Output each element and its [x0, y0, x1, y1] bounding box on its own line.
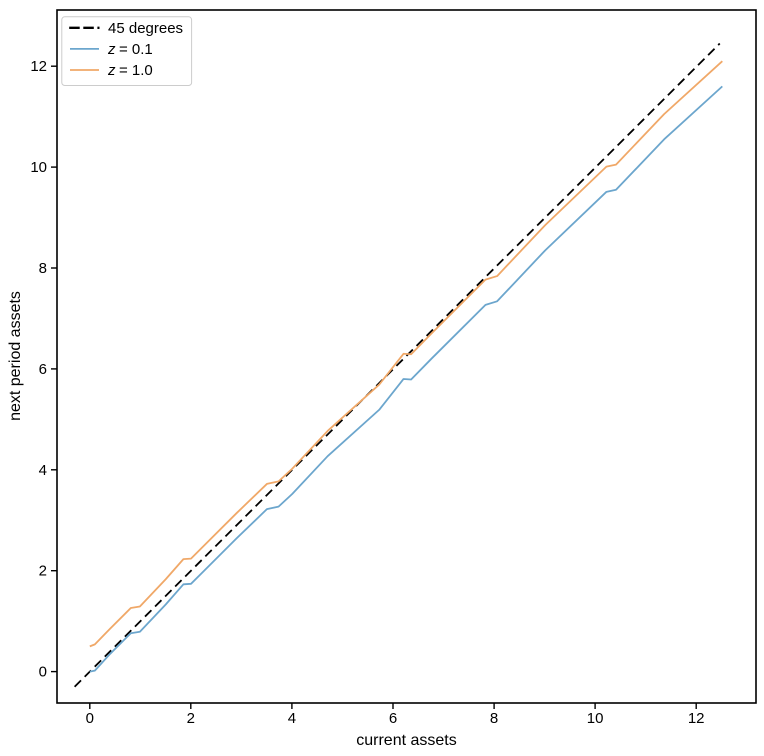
- svg-text:2: 2: [39, 563, 47, 580]
- svg-text:next period assets: next period assets: [7, 291, 24, 421]
- svg-text:= 1.0: = 1.0: [119, 62, 153, 79]
- svg-text:8: 8: [39, 260, 47, 277]
- svg-text:12: 12: [30, 58, 47, 75]
- svg-text:0: 0: [86, 710, 94, 727]
- svg-text:z: z: [107, 62, 116, 79]
- svg-text:6: 6: [39, 361, 47, 378]
- svg-text:z: z: [107, 41, 116, 58]
- svg-text:current assets: current assets: [356, 732, 456, 749]
- svg-text:12: 12: [688, 710, 705, 727]
- svg-text:10: 10: [30, 159, 47, 176]
- svg-text:0: 0: [39, 664, 47, 681]
- svg-text:8: 8: [490, 710, 498, 727]
- svg-text:45 degrees: 45 degrees: [108, 20, 183, 37]
- svg-text:2: 2: [187, 710, 195, 727]
- svg-text:= 0.1: = 0.1: [119, 41, 153, 58]
- svg-text:6: 6: [389, 710, 397, 727]
- svg-text:4: 4: [288, 710, 296, 727]
- svg-text:10: 10: [587, 710, 604, 727]
- svg-text:4: 4: [39, 462, 47, 479]
